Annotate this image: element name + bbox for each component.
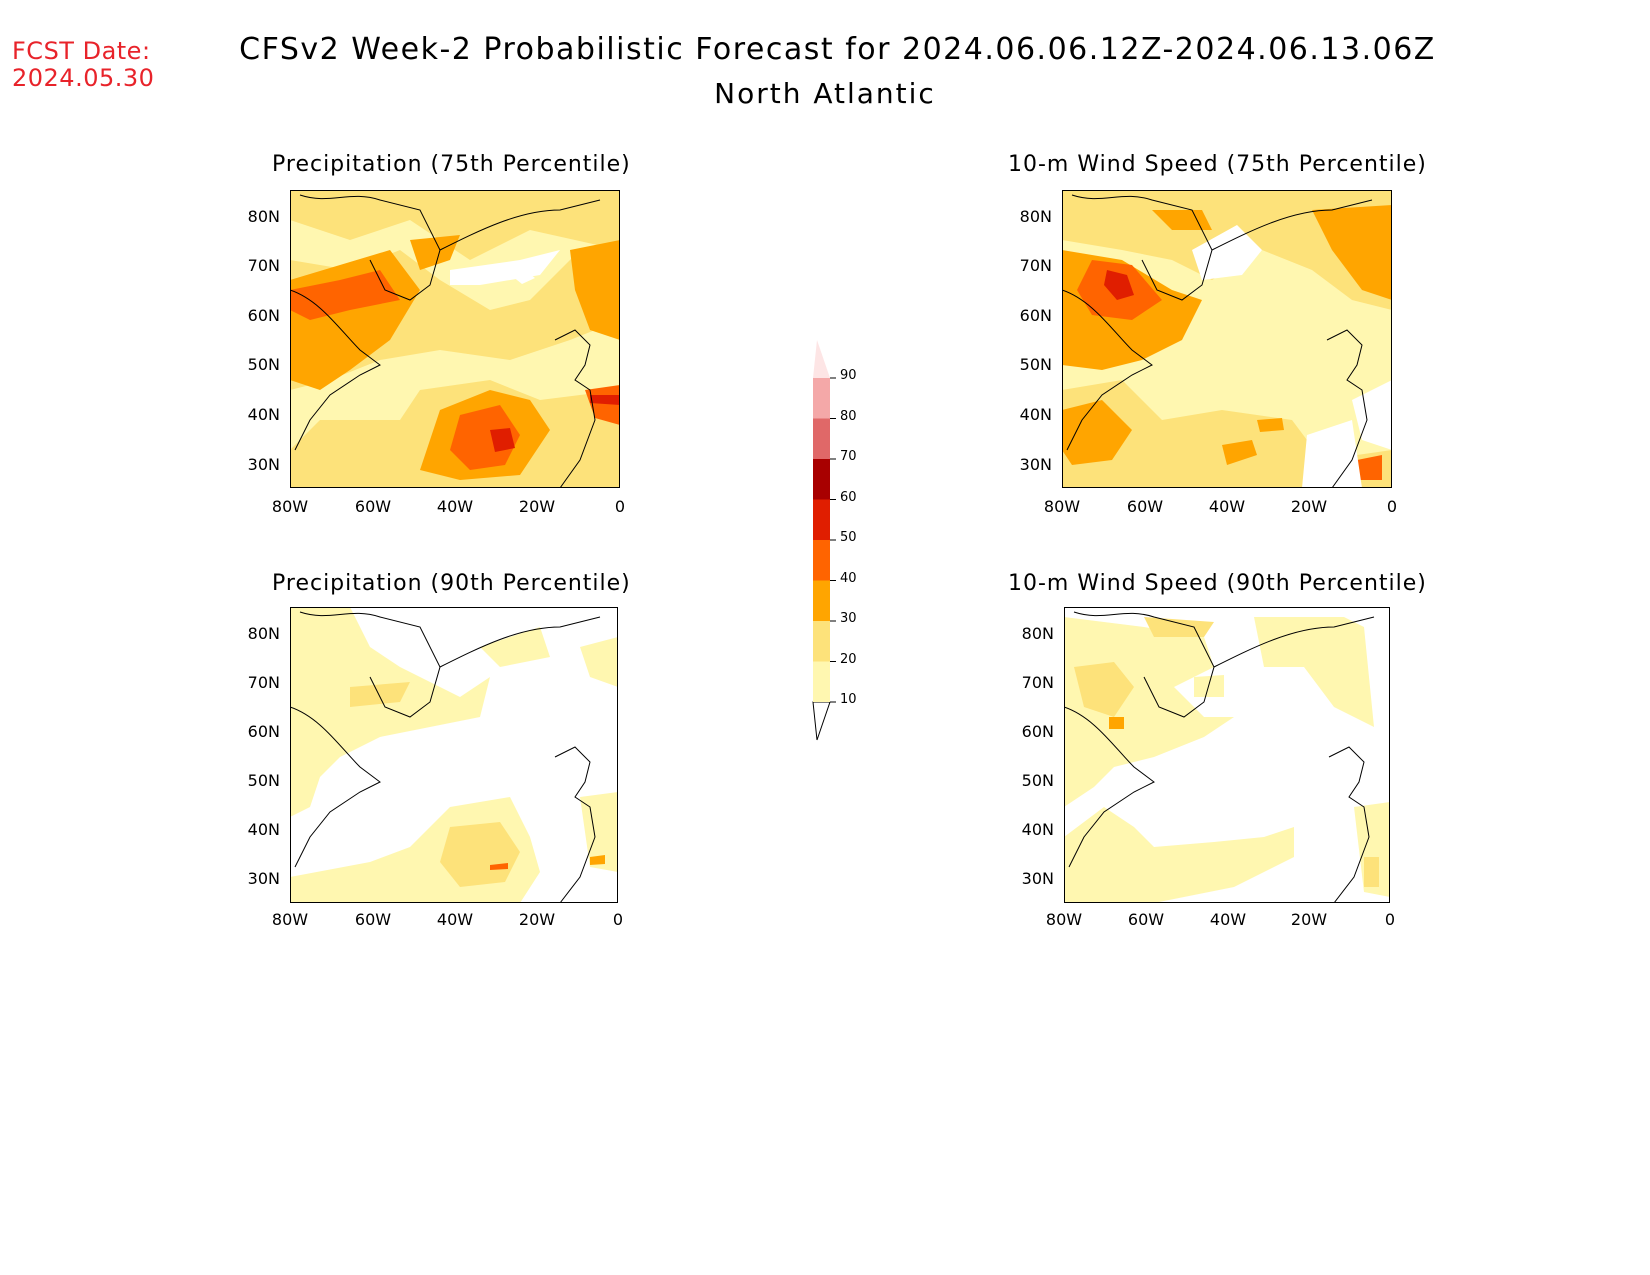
main-title: CFSv2 Week-2 Probabilistic Forecast for … (239, 32, 1436, 67)
precip-90-map (290, 607, 618, 903)
lon-label: 20W (1290, 497, 1328, 516)
lat-label: 80N (1019, 207, 1052, 226)
lon-label: 60W (354, 910, 392, 929)
colorbar-tick-label: 80 (840, 408, 857, 424)
lon-label: 20W (518, 497, 556, 516)
lon-label: 0 (1386, 497, 1398, 516)
lat-label: 50N (1021, 771, 1054, 790)
lon-label: 40W (1208, 497, 1246, 516)
lon-label: 20W (1290, 910, 1328, 929)
colorbar-box (813, 499, 830, 540)
lat-label: 50N (247, 771, 280, 790)
panel-title: Precipitation (90th Percentile) (272, 571, 631, 596)
forecast-date: FCST Date: 2024.05.30 (12, 38, 154, 92)
lat-label: 80N (247, 624, 280, 643)
lon-label: 40W (436, 497, 474, 516)
lat-label: 30N (1021, 869, 1054, 888)
lat-label: 80N (1021, 624, 1054, 643)
lon-label: 60W (1126, 497, 1164, 516)
lat-label: 70N (247, 673, 280, 692)
lat-label: 40N (1019, 405, 1052, 424)
lon-label: 80W (271, 910, 309, 929)
lat-label: 70N (1019, 256, 1052, 275)
colorbar-box (813, 459, 830, 500)
lat-label: 50N (1019, 355, 1052, 374)
colorbar-tick-label: 90 (840, 368, 857, 383)
lon-label: 60W (1127, 910, 1165, 929)
lon-label: 60W (354, 497, 392, 516)
lat-label: 50N (247, 355, 280, 374)
colorbar-box (813, 580, 830, 621)
lon-label: 0 (1384, 910, 1396, 929)
colorbar-lower-cap (812, 701, 831, 741)
lat-label: 70N (1021, 673, 1054, 692)
lat-label: 30N (247, 455, 280, 474)
lon-label: 80W (271, 497, 309, 516)
panel-title: 10-m Wind Speed (75th Percentile) (1008, 152, 1427, 177)
lat-label: 60N (1019, 306, 1052, 325)
lat-label: 70N (247, 256, 280, 275)
colorbar-box (813, 418, 830, 459)
colorbar (812, 340, 836, 741)
lat-label: 60N (247, 722, 280, 741)
colorbar-tick-label: 60 (840, 489, 857, 505)
lat-label: 40N (247, 405, 280, 424)
lon-label: 40W (436, 910, 474, 929)
colorbar-tick-label: 40 (840, 570, 857, 586)
forecast-date-label: FCST Date: (12, 37, 151, 65)
colorbar-tick-label: 70 (840, 449, 857, 464)
colorbar-upper-cap (813, 340, 830, 378)
lon-label: 0 (612, 910, 624, 929)
region-subtitle: North Atlantic (714, 77, 936, 110)
lon-label: 0 (614, 497, 626, 516)
lat-label: 60N (1021, 722, 1054, 741)
colorbar-box (813, 378, 830, 419)
precip-75-map (290, 190, 620, 488)
lat-label: 30N (1019, 455, 1052, 474)
lat-label: 80N (247, 207, 280, 226)
colorbar-tick-label: 30 (840, 611, 857, 626)
lat-label: 30N (247, 869, 280, 888)
colorbar-tick-label: 10 (840, 692, 857, 707)
panel-title: Precipitation (75th Percentile) (272, 152, 631, 177)
lat-label: 40N (1021, 820, 1054, 839)
colorbar-tick-label: 50 (840, 530, 857, 545)
colorbar-tick-label: 20 (840, 651, 857, 667)
forecast-date-value: 2024.05.30 (12, 64, 155, 92)
lat-label: 60N (247, 306, 280, 325)
lon-label: 40W (1209, 910, 1247, 929)
colorbar-box (813, 540, 830, 581)
colorbar-box (813, 621, 830, 662)
panel-title: 10-m Wind Speed (90th Percentile) (1008, 571, 1427, 596)
wind-90-map (1064, 607, 1390, 903)
wind-75-map (1062, 190, 1392, 488)
lat-label: 40N (247, 820, 280, 839)
colorbar-box (813, 661, 830, 702)
lon-label: 20W (518, 910, 556, 929)
lon-label: 80W (1045, 910, 1083, 929)
lon-label: 80W (1043, 497, 1081, 516)
